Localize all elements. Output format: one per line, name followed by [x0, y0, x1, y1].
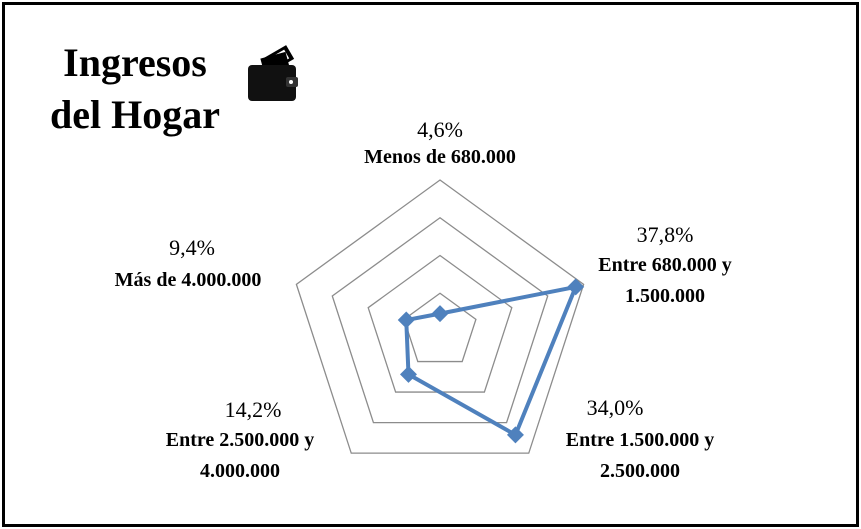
grid-ring: [331, 216, 549, 424]
wallet-icon: [248, 45, 298, 101]
value-label: 4,6%: [417, 117, 463, 142]
chart-title: Ingresos del Hogar: [50, 40, 220, 137]
category-label: Entre 1.500.000 y 2.500.000: [565, 429, 715, 482]
marker: [567, 278, 585, 296]
value-label: 14,2%: [224, 397, 282, 422]
value-label: 37,8%: [636, 222, 694, 247]
value-label: 34,0%: [586, 395, 644, 420]
marker: [400, 365, 417, 383]
category-label: Entre 680.000 y 1.500.000: [598, 254, 732, 307]
category-label: Entre 2.500.000 y 4.000.000: [165, 429, 315, 482]
marker: [431, 305, 449, 323]
series-line: [404, 284, 578, 437]
grid-ring: [295, 179, 585, 454]
grid-ring: [403, 292, 477, 363]
grid-ring: [367, 254, 513, 393]
marker: [506, 426, 524, 444]
value-label: 9,4%: [169, 235, 215, 260]
plot: [248, 45, 585, 454]
category-label: Menos de 680.000: [364, 146, 516, 168]
marker: [397, 311, 415, 329]
category-label: Más de 4.000.000: [114, 269, 262, 291]
